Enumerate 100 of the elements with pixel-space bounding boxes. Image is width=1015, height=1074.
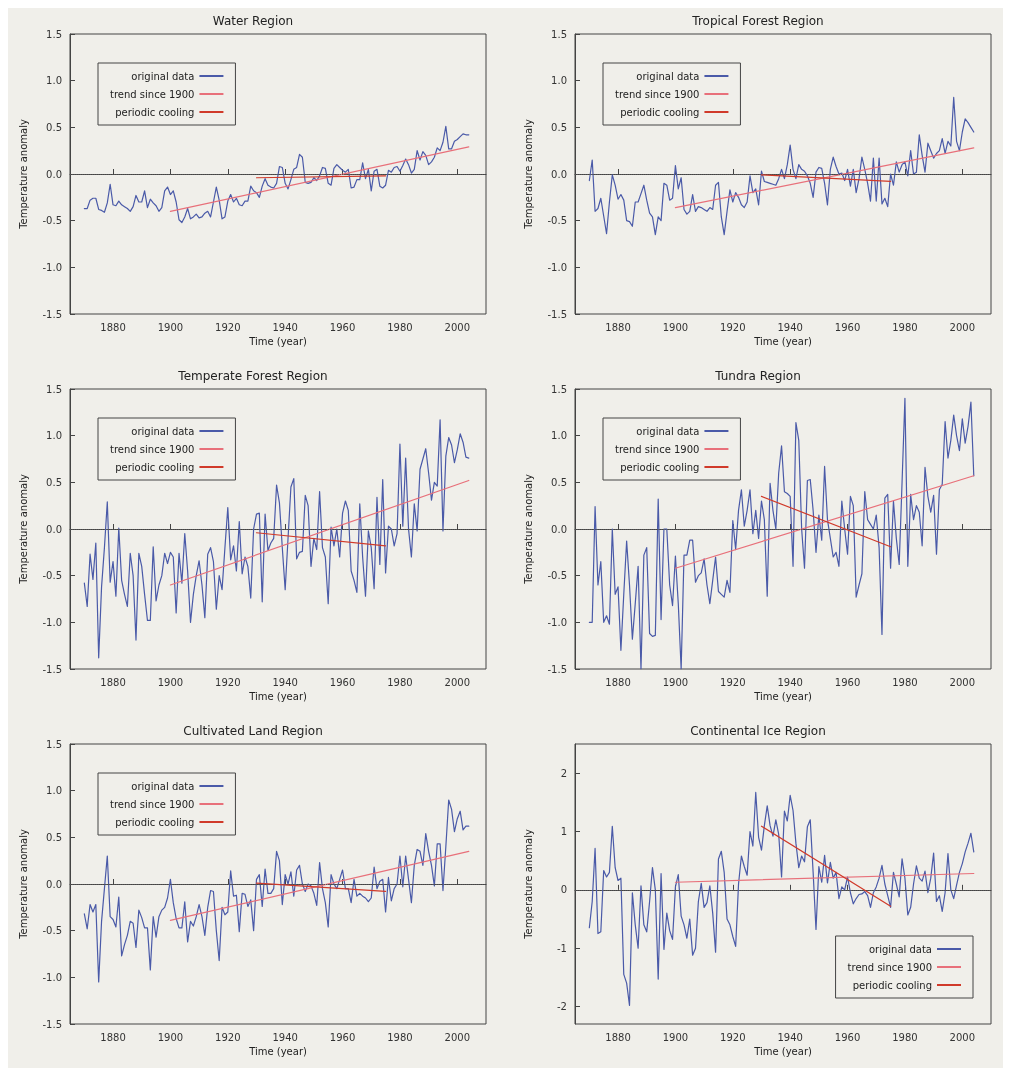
y-tick-label: 1.0 [551, 430, 567, 442]
y-tick-label: -0.5 [42, 215, 62, 227]
x-tick-label: 1940 [272, 676, 298, 688]
x-tick-label: 1940 [272, 321, 298, 333]
y-tick-label: 0 [560, 884, 567, 896]
x-tick-label: 1980 [387, 676, 413, 688]
y-tick-label: 0.5 [46, 831, 62, 843]
y-axis-title: Temperature anomaly [522, 829, 534, 940]
y-tick-label: 0.0 [46, 878, 62, 890]
chart-title: Tundra Region [714, 369, 801, 383]
x-axis-title: Time (year) [248, 336, 307, 348]
y-tick-label: 0.5 [46, 121, 62, 133]
y-tick-label: 1.5 [551, 28, 567, 40]
x-tick-label: 1960 [834, 676, 861, 688]
x-tick-label: 1880 [100, 1031, 126, 1043]
x-tick-label: 1900 [662, 321, 689, 333]
y-tick-label: 1.0 [46, 785, 62, 797]
x-tick-label: 1880 [100, 321, 126, 333]
x-tick-label: 1880 [605, 321, 631, 333]
legend-label: periodic cooling [115, 461, 195, 473]
legend-label: trend since 1900 [615, 88, 700, 100]
x-tick-label: 1900 [157, 676, 184, 688]
y-tick-label: -1.0 [42, 616, 62, 628]
y-tick-label: 1.5 [46, 738, 62, 750]
y-tick-label: 1.0 [551, 75, 567, 87]
x-tick-label: 1980 [892, 1031, 918, 1043]
y-axis-title: Temperature anomaly [522, 474, 534, 585]
y-tick-label: -1.5 [547, 663, 567, 675]
line-series [588, 397, 975, 670]
y-tick-label: 1.5 [46, 28, 62, 40]
y-tick-label: -0.5 [547, 570, 567, 582]
y-tick-label: -0.5 [42, 925, 62, 937]
chart-title: Cultivated Land Region [183, 724, 323, 738]
x-tick-label: 1980 [892, 321, 918, 333]
line-series [83, 125, 470, 224]
legend-label: periodic cooling [852, 979, 932, 991]
y-tick-label: 0.0 [46, 523, 62, 535]
line-series [588, 791, 975, 1006]
x-tick-label: 1900 [662, 1031, 689, 1043]
chart-title: Water Region [212, 14, 294, 28]
x-tick-label: 1980 [892, 676, 918, 688]
y-tick-label: -1 [557, 942, 567, 954]
x-tick-label: 2000 [444, 676, 471, 688]
x-tick-label: 1960 [329, 676, 356, 688]
y-tick-label: 0.5 [46, 476, 62, 488]
y-tick-label: -1.0 [547, 261, 567, 273]
y-tick-label: 0.0 [551, 523, 567, 535]
legend-label: original data [131, 780, 195, 792]
legend-label: original data [131, 70, 195, 82]
y-tick-label: 2 [560, 767, 567, 779]
x-axis-title: Time (year) [753, 336, 812, 348]
y-tick-label: 1.0 [46, 75, 62, 87]
legend-label: periodic cooling [115, 106, 195, 118]
legend-label: original data [636, 70, 700, 82]
y-tick-label: -1.5 [42, 663, 62, 675]
chart-title: Tropical Forest Region [691, 14, 824, 28]
x-axis-title: Time (year) [248, 691, 307, 703]
x-tick-label: 1920 [215, 321, 241, 333]
legend-label: trend since 1900 [110, 798, 195, 810]
legend-label: periodic cooling [115, 816, 195, 828]
line-series [83, 419, 470, 659]
legend-label: original data [868, 943, 932, 955]
x-tick-label: 1960 [329, 1031, 356, 1043]
y-axis-title: Temperature anomaly [17, 119, 29, 230]
x-tick-label: 1880 [605, 676, 631, 688]
y-tick-label: -1.0 [42, 971, 62, 983]
y-tick-label: -1.0 [42, 261, 62, 273]
x-tick-label: 1980 [387, 321, 413, 333]
y-tick-label: -1.0 [547, 616, 567, 628]
y-tick-label: 0.0 [46, 168, 62, 180]
x-tick-label: 1920 [720, 1031, 746, 1043]
y-tick-label: 0.5 [551, 476, 567, 488]
x-tick-label: 1960 [834, 321, 861, 333]
chart-title: Continental Ice Region [690, 724, 826, 738]
x-tick-label: 1900 [157, 321, 184, 333]
x-tick-label: 1920 [720, 321, 746, 333]
y-tick-label: 0.0 [551, 168, 567, 180]
x-tick-label: 1920 [215, 1031, 241, 1043]
legend-label: trend since 1900 [847, 961, 932, 973]
y-tick-label: -1.5 [547, 308, 567, 320]
x-axis-title: Time (year) [753, 1046, 812, 1058]
x-tick-label: 1880 [605, 1031, 631, 1043]
y-tick-label: 1.5 [551, 383, 567, 395]
y-tick-label: 0.5 [551, 121, 567, 133]
y-axis-title: Temperature anomaly [522, 119, 534, 230]
x-tick-label: 1960 [834, 1031, 861, 1043]
legend-label: trend since 1900 [615, 443, 700, 455]
chart-title: Temperate Forest Region [177, 369, 328, 383]
y-tick-label: 1 [560, 826, 567, 837]
y-tick-label: 1.0 [46, 430, 62, 442]
x-tick-label: 2000 [444, 1031, 471, 1043]
x-tick-label: 1940 [272, 1031, 298, 1043]
x-tick-label: 2000 [949, 1031, 976, 1043]
x-tick-label: 1880 [100, 676, 126, 688]
line-series [588, 96, 975, 236]
x-tick-label: 1980 [387, 1031, 413, 1043]
x-tick-label: 2000 [949, 676, 976, 688]
x-axis-title: Time (year) [753, 691, 812, 703]
legend-label: original data [131, 425, 195, 437]
x-tick-label: 2000 [949, 321, 976, 333]
